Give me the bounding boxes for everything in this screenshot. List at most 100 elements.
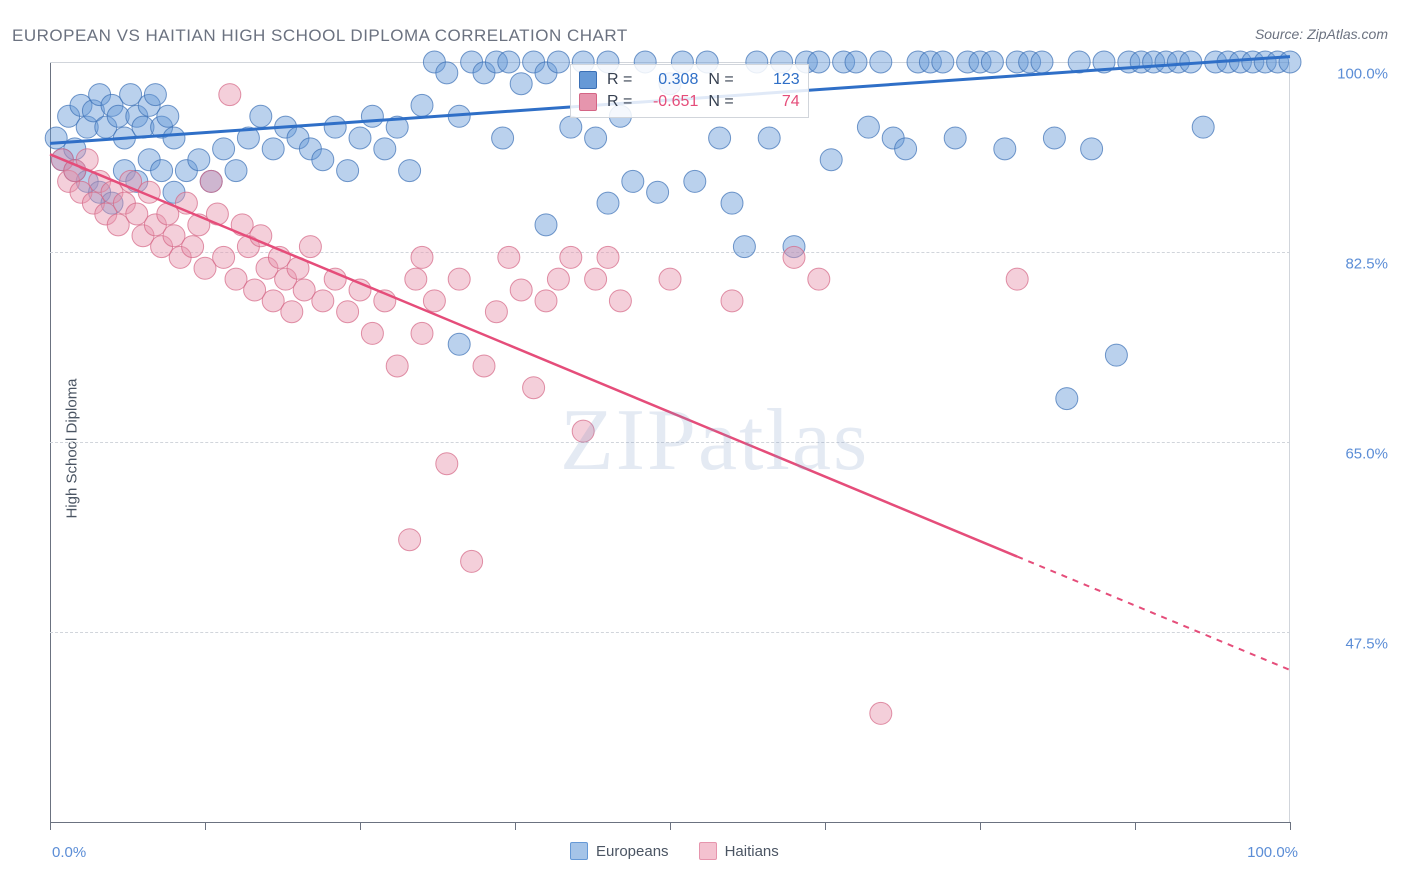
scatter-point — [981, 51, 1003, 73]
scatter-point — [337, 160, 359, 182]
scatter-point — [510, 279, 532, 301]
scatter-point — [1081, 138, 1103, 160]
scatter-point — [219, 84, 241, 106]
scatter-point — [405, 268, 427, 290]
scatter-point — [349, 127, 371, 149]
scatter-point — [758, 127, 780, 149]
scatter-point — [312, 149, 334, 171]
scatter-point — [262, 138, 284, 160]
xtick-mark — [360, 822, 361, 830]
scatter-point — [473, 355, 495, 377]
legend-swatch-europeans — [570, 842, 588, 860]
n-value-haitians: 74 — [744, 93, 800, 111]
n-label: N = — [708, 71, 733, 89]
legend-bottom: Europeans Haitians — [570, 842, 779, 860]
scatter-point — [182, 236, 204, 258]
scatter-point — [324, 268, 346, 290]
scatter-point — [684, 170, 706, 192]
scatter-point — [857, 116, 879, 138]
scatter-point — [411, 322, 433, 344]
scatter-point — [157, 105, 179, 127]
ytick-label: 82.5% — [1345, 256, 1388, 273]
xtick-mark — [1135, 822, 1136, 830]
xtick-mark — [205, 822, 206, 830]
scatter-point — [597, 246, 619, 268]
chart-svg — [50, 62, 1290, 822]
xtick-mark — [825, 822, 826, 830]
scatter-point — [213, 138, 235, 160]
scatter-point — [436, 453, 458, 475]
xtick-mark — [515, 822, 516, 830]
scatter-point — [547, 51, 569, 73]
scatter-point — [585, 268, 607, 290]
scatter-point — [1043, 127, 1065, 149]
r-label: R = — [607, 93, 632, 111]
scatter-point — [200, 170, 222, 192]
scatter-point — [932, 51, 954, 73]
r-value-europeans: 0.308 — [642, 71, 698, 89]
scatter-point — [585, 127, 607, 149]
scatter-point — [597, 192, 619, 214]
scatter-point — [461, 550, 483, 572]
scatter-point — [144, 84, 166, 106]
stats-swatch-europeans — [579, 71, 597, 89]
scatter-point — [250, 105, 272, 127]
scatter-point — [622, 170, 644, 192]
correlation-stats-box: R = 0.308 N = 123 R = -0.651 N = 74 — [570, 64, 809, 118]
scatter-point — [1006, 268, 1028, 290]
scatter-point — [510, 73, 532, 95]
scatter-point — [535, 214, 557, 236]
scatter-point — [448, 268, 470, 290]
chart-title: EUROPEAN VS HAITIAN HIGH SCHOOL DIPLOMA … — [12, 26, 628, 46]
scatter-point — [572, 420, 594, 442]
scatter-point — [870, 51, 892, 73]
scatter-point — [411, 246, 433, 268]
scatter-point — [845, 51, 867, 73]
source-attribution: Source: ZipAtlas.com — [1255, 26, 1388, 42]
r-value-haitians: -0.651 — [642, 93, 698, 111]
n-label: N = — [708, 93, 733, 111]
scatter-point — [399, 529, 421, 551]
scatter-point — [361, 105, 383, 127]
scatter-point — [808, 268, 830, 290]
stats-row-europeans: R = 0.308 N = 123 — [579, 69, 800, 91]
scatter-point — [411, 94, 433, 116]
scatter-point — [312, 290, 334, 312]
scatter-point — [436, 62, 458, 84]
scatter-point — [870, 702, 892, 724]
scatter-point — [560, 116, 582, 138]
scatter-point — [225, 160, 247, 182]
scatter-point — [163, 127, 185, 149]
scatter-point — [1056, 388, 1078, 410]
scatter-point — [299, 236, 321, 258]
n-value-europeans: 123 — [744, 71, 800, 89]
scatter-point — [659, 268, 681, 290]
legend-swatch-haitians — [699, 842, 717, 860]
ytick-label: 65.0% — [1345, 446, 1388, 463]
scatter-point — [994, 138, 1016, 160]
scatter-point — [560, 246, 582, 268]
scatter-point — [423, 290, 445, 312]
stats-row-haitians: R = -0.651 N = 74 — [579, 91, 800, 113]
scatter-point — [895, 138, 917, 160]
chart-container: EUROPEAN VS HAITIAN HIGH SCHOOL DIPLOMA … — [0, 0, 1406, 892]
scatter-point — [386, 355, 408, 377]
scatter-point — [448, 333, 470, 355]
scatter-point — [733, 236, 755, 258]
scatter-point — [213, 246, 235, 268]
legend-item-europeans: Europeans — [570, 842, 669, 860]
scatter-point — [498, 246, 520, 268]
scatter-point — [535, 290, 557, 312]
scatter-point — [647, 181, 669, 203]
scatter-point — [492, 127, 514, 149]
scatter-point — [709, 127, 731, 149]
scatter-point — [1192, 116, 1214, 138]
xtick-mark — [670, 822, 671, 830]
ytick-label: 100.0% — [1337, 66, 1388, 83]
xtick-mark — [50, 822, 51, 830]
scatter-point — [721, 192, 743, 214]
scatter-point — [944, 127, 966, 149]
scatter-point — [820, 149, 842, 171]
regression-line-dashed — [1017, 557, 1290, 670]
scatter-point — [151, 160, 173, 182]
